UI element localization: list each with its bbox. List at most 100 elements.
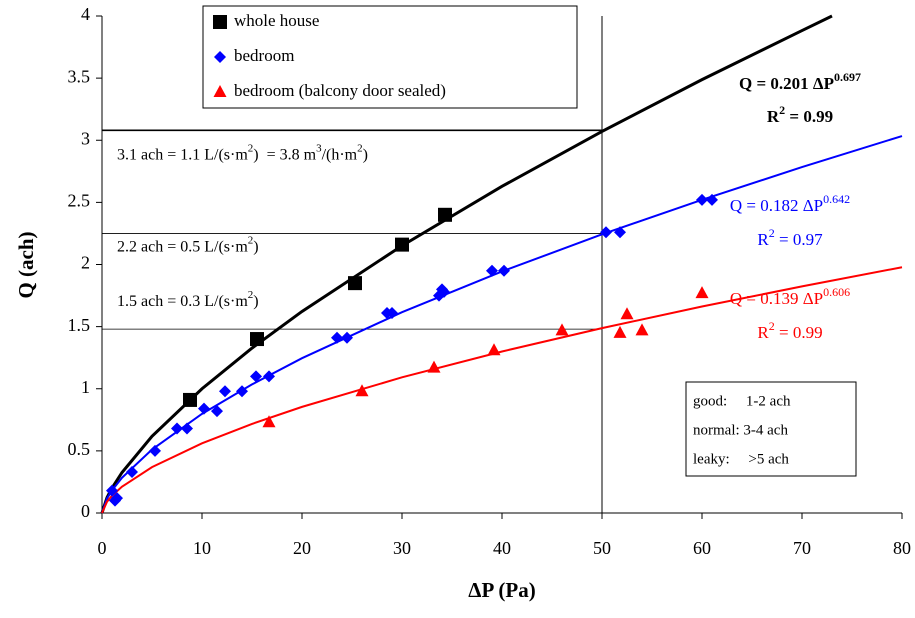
data-point	[262, 415, 276, 428]
x-axis-title: ΔP (Pa)	[468, 578, 535, 602]
text-part: 3.1 ach = 1.1 L/(s·m	[117, 146, 248, 163]
note: normal: 3-4 ach	[693, 422, 788, 438]
text-part: Q = 0.201 ΔP	[739, 74, 834, 93]
notes-box	[685, 381, 857, 477]
legend-label: bedroom (balcony door sealed)	[234, 81, 446, 100]
y-tick-label: 3.5	[68, 66, 91, 86]
data-point	[348, 276, 362, 291]
data-point	[250, 370, 262, 383]
legend-label: bedroom	[234, 46, 294, 65]
text-part: )	[363, 146, 368, 163]
data-point	[386, 306, 398, 319]
fit-r-squared: R2 = 0.99	[757, 319, 822, 342]
y-tick-label: 1.5	[68, 315, 91, 335]
text-part: = 0.99	[785, 107, 833, 126]
text-part: = 0.97	[775, 230, 823, 249]
y-tick-label: 2	[81, 253, 90, 273]
data-point	[236, 385, 248, 398]
superscript: 2	[769, 319, 775, 333]
x-tick-label: 0	[98, 538, 107, 558]
y-tick-label: 1	[81, 377, 90, 397]
reference-label: 3.1 ach = 1.1 L/(s·m2) = 3.8 m3/(h·m2)	[117, 142, 368, 163]
superscript: 2	[357, 142, 363, 154]
y-tick-label: 2.5	[68, 191, 91, 211]
text-part: ) = 3.8 m	[253, 146, 316, 163]
superscript: 0.606	[823, 285, 850, 299]
x-tick-label: 60	[693, 538, 711, 558]
data-point	[211, 405, 223, 418]
fit-r-squared: R2 = 0.97	[757, 226, 823, 249]
x-tick-label: 30	[393, 538, 411, 558]
y-tick-label: 0	[81, 501, 90, 521]
fit-equation: Q = 0.201 ΔP0.697	[739, 70, 861, 93]
superscript: 2	[769, 226, 775, 240]
legend-marker	[213, 15, 227, 29]
data-point	[614, 226, 626, 239]
data-point	[250, 332, 264, 347]
data-point	[331, 331, 343, 344]
data-point	[181, 422, 193, 435]
superscript: 2	[779, 103, 785, 117]
data-point	[706, 193, 718, 206]
data-point	[355, 384, 369, 397]
text-part: Q = 0.139 ΔP	[730, 289, 823, 308]
data-point	[620, 307, 634, 320]
text-part: /(h·m	[322, 146, 358, 163]
reference-label: 2.2 ach = 0.5 L/(s·m2)	[117, 234, 259, 255]
data-point	[487, 343, 501, 356]
data-point	[198, 402, 210, 415]
superscript: 2	[248, 234, 254, 246]
text-part: R	[767, 107, 780, 126]
x-tick-label: 70	[793, 538, 811, 558]
text-part: Q = 0.182 ΔP	[730, 196, 823, 215]
data-point	[109, 494, 121, 507]
data-point	[427, 360, 441, 373]
x-tick-label: 40	[493, 538, 511, 558]
data-point	[106, 484, 118, 497]
text-part: 2.2 ach = 0.5 L/(s·m	[117, 238, 248, 255]
data-point	[183, 392, 197, 407]
data-point	[555, 323, 569, 336]
y-tick-label: 3	[81, 128, 90, 148]
y-tick-label: 4	[81, 4, 90, 24]
data-point	[341, 331, 353, 344]
text-part: R	[757, 323, 769, 342]
fit-equation: Q = 0.182 ΔP0.642	[730, 192, 850, 215]
legend-marker	[214, 51, 226, 63]
data-point	[696, 193, 708, 206]
fit-r-squared: R2 = 0.99	[767, 103, 833, 126]
y-axis-title: Q (ach)	[14, 231, 38, 298]
fit-curve	[100, 14, 833, 514]
x-tick-label: 10	[193, 538, 211, 558]
note: leaky: >5 ach	[693, 451, 789, 467]
legend-marker	[213, 85, 227, 97]
x-tick-label: 50	[593, 538, 611, 558]
legend-label: whole house	[234, 11, 319, 30]
text-part: 1.5 ach = 0.3 L/(s·m	[117, 293, 248, 310]
superscript: 3	[316, 142, 322, 154]
reference-label: 1.5 ach = 0.3 L/(s·m2)	[117, 289, 259, 310]
superscript: 0.642	[823, 192, 850, 206]
x-tick-label: 80	[893, 538, 911, 558]
data-point	[438, 207, 452, 222]
text-part: )	[253, 293, 258, 310]
superscript: 0.697	[834, 70, 861, 84]
text-part: )	[253, 238, 258, 255]
legend-box	[202, 5, 578, 109]
data-point	[498, 264, 510, 277]
note: good: 1-2 ach	[693, 393, 791, 409]
superscript: 2	[248, 289, 254, 301]
data-point	[436, 283, 448, 296]
data-point	[219, 385, 231, 398]
data-point	[171, 422, 183, 435]
data-point	[613, 325, 627, 338]
superscript: 2	[248, 142, 254, 154]
y-tick-label: 0.5	[68, 439, 91, 459]
text-part: = 0.99	[775, 323, 823, 342]
data-point	[695, 286, 709, 299]
text-part: R	[757, 230, 769, 249]
data-point	[149, 444, 161, 457]
data-point	[263, 370, 275, 383]
data-point	[395, 237, 409, 252]
